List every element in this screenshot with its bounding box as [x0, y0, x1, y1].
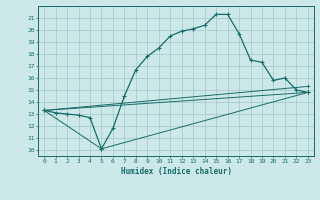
- X-axis label: Humidex (Indice chaleur): Humidex (Indice chaleur): [121, 167, 231, 176]
